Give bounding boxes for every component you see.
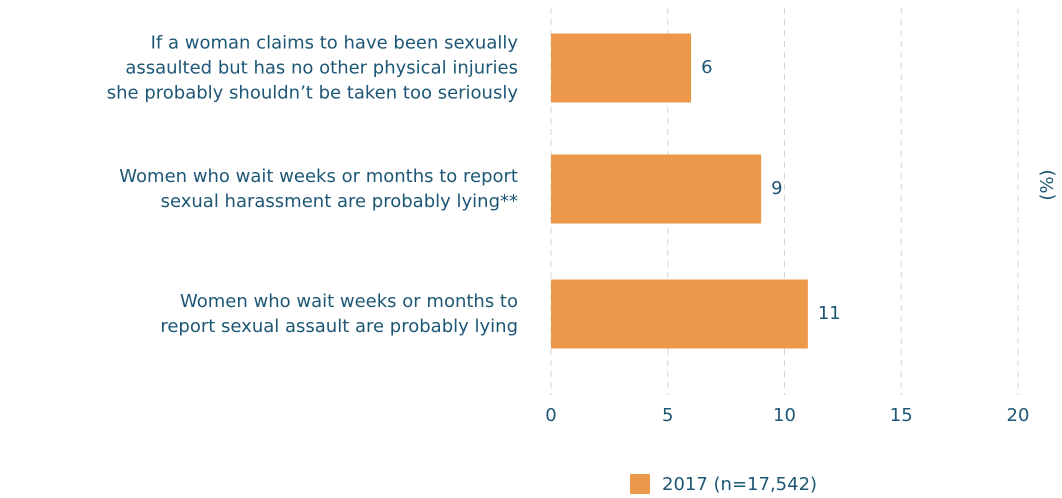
- bar: [551, 33, 692, 103]
- x-tick-label: 15: [890, 405, 913, 426]
- x-tick-label: 0: [545, 405, 556, 426]
- bar: [551, 154, 762, 224]
- x-tick-label: 10: [773, 405, 796, 426]
- data-label: 9: [771, 178, 782, 199]
- x-tick-label: 20: [1007, 405, 1030, 426]
- category-label: Women who wait weeks or months to report…: [160, 291, 518, 337]
- data-label: 11: [818, 303, 841, 324]
- category-label: If a woman claims to have been sexually …: [106, 32, 518, 104]
- x-tick-label: 5: [662, 405, 673, 426]
- legend-label: 2017 (n=17,542): [662, 474, 817, 495]
- category-label: Women who wait weeks or months to report…: [119, 166, 518, 212]
- bar: [551, 279, 808, 349]
- axis-label: (%): [1037, 169, 1058, 200]
- data-label: 6: [701, 57, 712, 78]
- legend-swatch: [630, 474, 650, 494]
